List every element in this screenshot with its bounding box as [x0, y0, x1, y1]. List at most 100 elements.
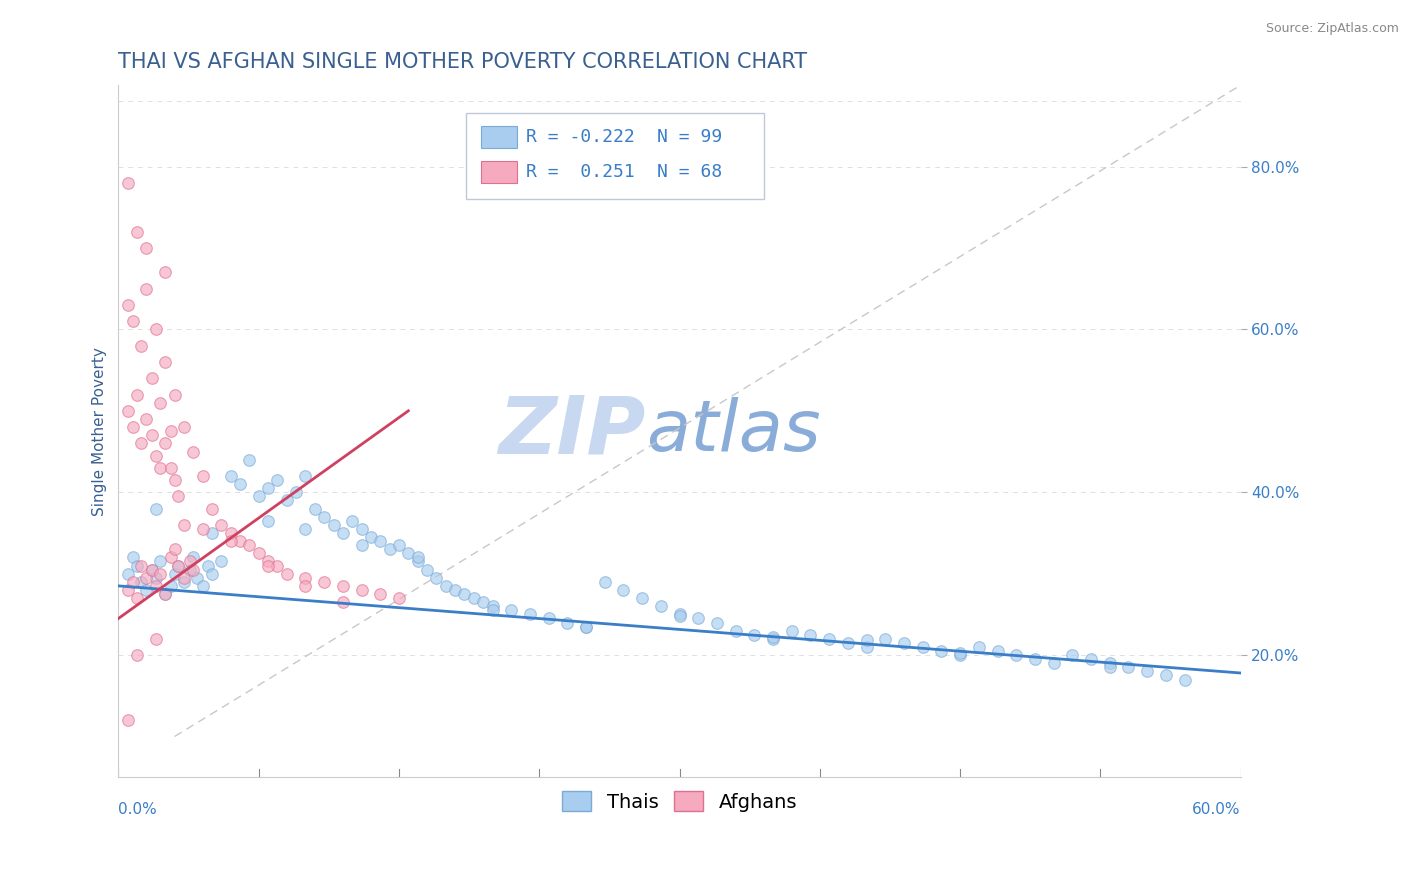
- Point: [444, 582, 467, 597]
- Point: [201, 525, 224, 540]
- Point: [167, 558, 190, 573]
- Text: N = 68: N = 68: [657, 162, 723, 181]
- Text: 60.0%: 60.0%: [1192, 802, 1240, 817]
- Text: 0.0%: 0.0%: [118, 802, 157, 817]
- Point: [266, 558, 288, 573]
- Point: [181, 550, 204, 565]
- Point: [127, 558, 149, 573]
- Point: [173, 517, 195, 532]
- Point: [141, 428, 163, 442]
- Point: [117, 176, 139, 190]
- Point: [481, 603, 503, 617]
- Point: [294, 522, 316, 536]
- Point: [173, 571, 195, 585]
- FancyBboxPatch shape: [467, 112, 763, 199]
- Point: [818, 632, 841, 646]
- FancyBboxPatch shape: [481, 126, 517, 148]
- Point: [141, 371, 163, 385]
- Point: [135, 241, 157, 255]
- Point: [145, 632, 167, 646]
- Point: [145, 322, 167, 336]
- Point: [197, 558, 219, 573]
- Text: N = 99: N = 99: [657, 128, 723, 146]
- Point: [631, 591, 654, 606]
- Point: [135, 571, 157, 585]
- Point: [855, 633, 877, 648]
- Text: atlas: atlas: [645, 397, 821, 466]
- Point: [294, 571, 316, 585]
- Point: [257, 554, 280, 568]
- Point: [191, 522, 214, 536]
- Point: [181, 563, 204, 577]
- Point: [141, 563, 163, 577]
- Point: [209, 517, 232, 532]
- Point: [257, 514, 280, 528]
- Point: [229, 534, 252, 549]
- Point: [1080, 652, 1102, 666]
- Point: [159, 579, 181, 593]
- Point: [837, 636, 859, 650]
- Point: [1062, 648, 1084, 662]
- Point: [350, 582, 373, 597]
- Point: [332, 595, 354, 609]
- Point: [388, 538, 411, 552]
- Point: [163, 473, 186, 487]
- Point: [706, 615, 728, 630]
- Point: [181, 444, 204, 458]
- Point: [967, 640, 990, 654]
- Text: R =  0.251: R = 0.251: [526, 162, 634, 181]
- Point: [163, 387, 186, 401]
- Point: [406, 550, 429, 565]
- Point: [179, 563, 201, 577]
- Point: [159, 424, 181, 438]
- Point: [396, 546, 419, 560]
- Point: [117, 582, 139, 597]
- Point: [266, 473, 288, 487]
- Point: [191, 469, 214, 483]
- Point: [1042, 657, 1064, 671]
- Point: [159, 550, 181, 565]
- Point: [129, 436, 152, 450]
- Point: [650, 599, 672, 614]
- Point: [229, 477, 252, 491]
- Point: [117, 566, 139, 581]
- Point: [276, 566, 298, 581]
- Point: [322, 517, 344, 532]
- Point: [360, 530, 382, 544]
- Point: [257, 481, 280, 495]
- Point: [186, 571, 208, 585]
- Point: [949, 648, 972, 662]
- Text: Source: ZipAtlas.com: Source: ZipAtlas.com: [1265, 22, 1399, 36]
- Point: [1118, 660, 1140, 674]
- Point: [434, 579, 457, 593]
- Point: [145, 579, 167, 593]
- Point: [127, 648, 149, 662]
- Point: [342, 514, 364, 528]
- Point: [201, 501, 224, 516]
- Point: [1154, 668, 1177, 682]
- Point: [247, 489, 270, 503]
- Point: [163, 566, 186, 581]
- Point: [238, 452, 260, 467]
- Point: [388, 591, 411, 606]
- Point: [145, 449, 167, 463]
- Point: [117, 298, 139, 312]
- Point: [332, 525, 354, 540]
- Point: [219, 469, 242, 483]
- Point: [425, 571, 447, 585]
- Point: [893, 636, 915, 650]
- Point: [780, 624, 803, 638]
- Point: [149, 460, 172, 475]
- Point: [153, 436, 176, 450]
- Point: [350, 522, 373, 536]
- Text: THAI VS AFGHAN SINGLE MOTHER POVERTY CORRELATION CHART: THAI VS AFGHAN SINGLE MOTHER POVERTY COR…: [118, 53, 807, 72]
- Point: [314, 574, 336, 589]
- Point: [149, 395, 172, 409]
- Point: [1005, 648, 1028, 662]
- Point: [129, 558, 152, 573]
- Point: [117, 713, 139, 727]
- Point: [1174, 673, 1197, 687]
- Point: [1098, 657, 1121, 671]
- Point: [949, 647, 972, 661]
- Point: [163, 542, 186, 557]
